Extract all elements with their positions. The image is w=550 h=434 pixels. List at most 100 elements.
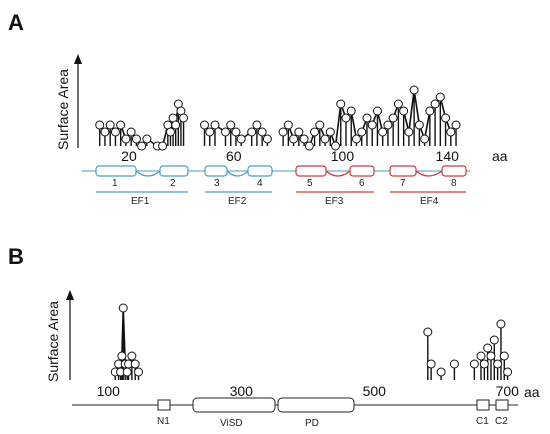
panel-a-point [420,134,430,144]
panel-b-tick-100: 100 [97,383,121,399]
loop-7-8 [415,170,443,177]
panel-a-point [95,120,105,130]
ef2-label: EF2 [228,196,247,207]
panel-b-point [486,351,496,361]
panel-a-point [116,120,126,130]
panel-b-data-marks [110,303,513,380]
panel-a-point [226,120,236,130]
panel-b-point [479,359,489,369]
panel-a-point [289,134,299,144]
panel-a-point [409,85,419,95]
panel-a-point [336,99,346,109]
panel-a-secondary-structure [82,165,470,177]
panel-a-point [388,113,398,123]
panel-b-point [493,359,503,369]
panel-b-tick-300: 300 [230,383,254,399]
helix-label-6: 6 [359,178,365,189]
panel-a-point [220,127,230,137]
helix-label-3: 3 [214,178,220,189]
panel-a-point [331,141,341,151]
panel-a-point [383,120,393,130]
panel-a-point [310,127,320,137]
panel-a-letter: A [8,10,24,35]
panel-b-point [483,343,493,353]
domain-c2-box [495,399,509,411]
panel-b-tick-700: 700 [496,383,520,399]
panel-a-point [441,113,451,123]
panel-a-point [142,134,152,144]
panel-a-point [435,92,445,102]
panel-b-tick-labels: 100 300 500 700 [97,383,520,399]
panel-a-point [430,99,440,109]
domain-c2-label: C2 [495,416,508,427]
panel-b-point [476,351,486,361]
helix-3 [204,165,228,177]
panel-a-point [200,120,210,130]
domain-n1-label: N1 [157,416,170,427]
panel-a-point [283,120,293,130]
panel-a-point [294,127,304,137]
panel-a-tick-100: 100 [331,148,355,164]
panel-a-point [252,120,262,130]
loop-1-2 [135,170,161,177]
panel-b-point [423,327,433,337]
panel-a-point [205,127,215,137]
helix-5 [295,165,327,177]
panel-b-point [426,359,436,369]
helix-7 [389,165,417,177]
helix-label-2: 2 [170,178,176,189]
panel-b-point [469,359,479,369]
panel-a-point [446,127,456,137]
domain-n1-box [157,399,171,411]
panel-b-point [503,367,513,377]
domain-c1-box [476,399,490,411]
panel-b-axis-unit: aa [524,384,540,400]
helix-label-4: 4 [257,178,263,189]
helix-label-5: 5 [307,178,313,189]
ef3-label: EF3 [325,196,344,207]
panel-a-axis-unit: aa [492,148,508,164]
helix-8 [441,165,467,177]
panel-b-point [496,319,506,329]
domain-visd-box [192,397,276,413]
helix-6 [349,165,375,177]
panel-a-point [247,127,257,137]
loop-3-4 [226,170,249,177]
panel-a-point [299,134,309,144]
panel-a-point [179,113,189,123]
domain-c1-label: C1 [476,416,489,427]
panel-a-ylabel: Surface Area [55,69,71,150]
panel-a-point [126,127,136,137]
panel-a-point [362,113,372,123]
panel-a-point [105,120,115,130]
panel-b-tick-500: 500 [363,383,387,399]
panel-b-domain-architecture [72,397,518,413]
helix-label-1: 1 [112,178,118,189]
panel-a-connector [413,89,421,126]
panel-a-point [262,134,272,144]
panel-a-point [341,113,351,123]
panel-a-point [158,141,168,151]
panel-a-point [236,134,246,144]
panel-b-point [118,303,128,313]
panel-b-point [449,359,459,369]
panel-a-connector [350,110,358,140]
domain-pd-label: PD [305,418,319,429]
panel-a-point [378,127,388,137]
panel-b-point [134,367,144,377]
panel-a-point [425,106,435,116]
panel-b-letter: B [8,244,24,269]
panel-a-point [357,127,367,137]
panel-a-point [404,127,414,137]
panel-b-point [117,351,127,361]
panel-b-y-arrowhead [66,290,74,300]
helix-2 [159,165,189,177]
ef4-label: EF4 [420,196,439,207]
panel-a-tick-labels: 20 60 100 140 [121,148,459,164]
helix-1 [95,165,137,177]
panel-a-point [372,106,382,116]
panel-a-point [346,106,356,116]
panel-a-tick-140: 140 [436,148,460,164]
helix-4 [247,165,273,177]
panel-b-point [130,359,140,369]
